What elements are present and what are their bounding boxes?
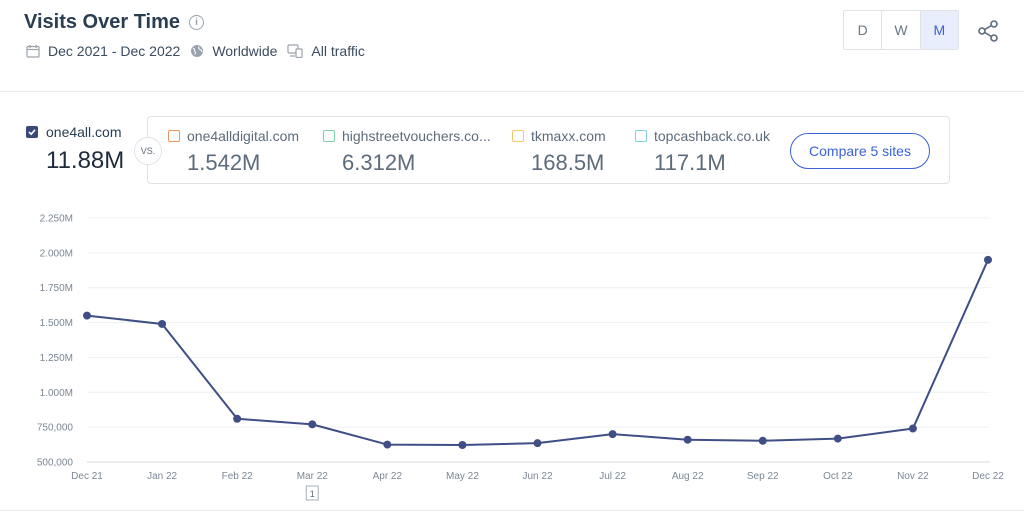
competitor-name: one4alldigital.com <box>187 128 300 144</box>
date-range[interactable]: Dec 2021 - Dec 2022 <box>26 43 180 59</box>
data-point <box>833 434 842 443</box>
x-tick-label: Jun 22 <box>522 471 552 482</box>
data-point <box>308 420 317 429</box>
data-point <box>83 311 91 320</box>
checkbox-icon[interactable] <box>512 130 524 142</box>
competitor-name: topcashback.co.uk <box>654 128 770 144</box>
main-site: one4all.com 11.88M <box>26 124 124 175</box>
competitor-value: 6.312M <box>342 150 416 175</box>
x-tick-label: Aug 22 <box>672 471 704 482</box>
x-tick-label: Apr 22 <box>373 471 403 482</box>
y-tick-label: 1.750M <box>40 283 73 294</box>
x-tick-label: May 22 <box>446 471 479 482</box>
devices-icon <box>287 44 304 58</box>
main-site-name: one4all.com <box>46 124 122 140</box>
x-tick-label: Jul 22 <box>599 471 626 482</box>
vs-badge: VS. <box>134 137 162 165</box>
data-point <box>383 440 392 449</box>
competitor-name: highstreetvouchers.co... <box>342 128 491 144</box>
region[interactable]: Worldwide <box>190 43 277 59</box>
compare-sites-button[interactable]: Compare 5 sites <box>790 133 930 169</box>
competitor-item[interactable]: highstreetvouchers.co... 6.312M <box>323 128 491 176</box>
y-tick-label: 1.000M <box>40 388 73 399</box>
traffic[interactable]: All traffic <box>287 43 365 59</box>
divider <box>0 510 1024 511</box>
data-point <box>984 255 992 264</box>
competitor-item[interactable]: tkmaxx.com 168.5M <box>512 128 606 176</box>
granularity-toggle: D W M <box>843 10 959 50</box>
x-tick-label: Sep 22 <box>747 471 779 482</box>
annotation-label: 1 <box>310 489 315 499</box>
data-point <box>908 424 917 433</box>
title-row: Visits Over Time i <box>24 11 205 34</box>
traffic-label: All traffic <box>311 43 365 59</box>
granularity-day-button[interactable]: D <box>844 11 883 49</box>
globe-icon <box>191 45 204 57</box>
x-tick-label: Nov 22 <box>897 471 929 482</box>
data-point <box>758 436 767 445</box>
y-tick-label: 2.000M <box>40 248 73 259</box>
x-tick-label: Dec 22 <box>972 471 1004 482</box>
competitor-value: 1.542M <box>187 150 261 175</box>
data-point <box>158 319 167 328</box>
share-icon[interactable] <box>977 20 999 42</box>
checkbox-checked-icon[interactable] <box>26 126 38 138</box>
x-tick-label: Feb 22 <box>222 471 254 482</box>
y-tick-label: 750,000 <box>37 423 74 434</box>
granularity-week-button[interactable]: W <box>882 11 921 49</box>
granularity-month-button[interactable]: M <box>920 11 958 49</box>
visits-line-chart: 500,000 750,000 1.000M 1.250M 1.500M 1.750M 2.… <box>37 214 1004 501</box>
competitor-name: tkmaxx.com <box>531 128 606 144</box>
y-tick-label: 2.250M <box>40 214 73 225</box>
data-point <box>533 439 542 448</box>
main-site-value: 11.88M <box>46 147 125 174</box>
header: Visits Over Time i Dec 2021 - Dec 2022 W… <box>0 0 1024 92</box>
checkbox-icon[interactable] <box>168 130 180 142</box>
checkbox-icon[interactable] <box>635 130 647 142</box>
calendar-icon <box>26 45 40 58</box>
y-tick-label: 500,000 <box>37 458 74 469</box>
page-title: Visits Over Time <box>24 11 181 33</box>
competitor-value: 117.1M <box>654 150 726 175</box>
annotation-marker <box>305 485 319 501</box>
competitor-item[interactable]: one4alldigital.com 1.542M <box>168 128 299 176</box>
data-point <box>458 440 467 449</box>
x-tick-label: Oct 22 <box>823 471 853 482</box>
region-label: Worldwide <box>212 43 278 59</box>
data-point <box>608 430 617 439</box>
data-point <box>683 435 692 444</box>
date-range-label: Dec 2021 - Dec 2022 <box>48 43 181 59</box>
meta-row: Dec 2021 - Dec 2022 Worldwide All traffi… <box>26 43 375 59</box>
competitor-item[interactable]: topcashback.co.uk 117.1M <box>635 128 770 176</box>
x-tick-label: Mar 22 <box>297 471 329 482</box>
x-tick-label: Dec 21 <box>71 471 103 482</box>
y-tick-label: 1.500M <box>40 318 73 329</box>
competitor-value: 168.5M <box>531 150 605 175</box>
main-site-toggle[interactable]: one4all.com <box>26 124 124 140</box>
data-point <box>233 414 242 423</box>
info-icon[interactable]: i <box>189 15 205 30</box>
competitors-box: VS. one4alldigital.com 1.542M highstreet… <box>134 116 950 184</box>
x-tick-label: Jan 22 <box>147 471 177 482</box>
y-tick-label: 1.250M <box>40 353 73 364</box>
checkbox-icon[interactable] <box>323 130 335 142</box>
